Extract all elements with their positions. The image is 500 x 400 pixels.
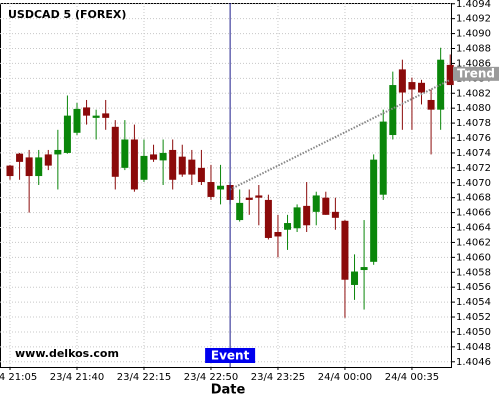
candle-body bbox=[150, 154, 158, 160]
overlay: Trend Event bbox=[205, 3, 499, 367]
x-axis-label: Date bbox=[211, 383, 246, 398]
candle-body bbox=[16, 153, 24, 162]
candle-body bbox=[92, 115, 100, 118]
candle-body bbox=[6, 165, 14, 177]
candle-body bbox=[255, 195, 263, 198]
candle-body bbox=[83, 107, 91, 116]
candle-body bbox=[331, 211, 339, 218]
event-label-box bbox=[205, 348, 256, 363]
candle-body bbox=[341, 220, 349, 280]
trend-label-box bbox=[453, 66, 499, 81]
candle-body bbox=[446, 64, 454, 86]
y-tick-label: 1.4046 bbox=[456, 357, 491, 368]
y-tick-label: 1.4082 bbox=[456, 88, 491, 99]
candle-body bbox=[370, 159, 378, 262]
candle-body bbox=[360, 267, 368, 271]
candle-body bbox=[35, 157, 43, 177]
y-tick-label: 1.4064 bbox=[456, 223, 491, 234]
candle-body bbox=[63, 115, 71, 153]
candle-body bbox=[207, 182, 215, 197]
y-tick-label: 1.4050 bbox=[456, 327, 491, 338]
candle-body bbox=[111, 126, 119, 177]
candle-body bbox=[312, 195, 320, 212]
candle-body bbox=[217, 185, 225, 190]
y-tick-label: 1.4076 bbox=[456, 133, 491, 144]
x-tick-label: 23/4 22:50 bbox=[184, 372, 238, 383]
y-tick-label: 1.4070 bbox=[456, 178, 491, 189]
candle-body bbox=[322, 197, 330, 215]
candle-body bbox=[379, 121, 387, 195]
candle-body bbox=[236, 202, 244, 221]
x-tick-label: 24/4 00:00 bbox=[318, 372, 372, 383]
y-tick-label: 1.4054 bbox=[456, 297, 491, 308]
candle-body bbox=[264, 199, 272, 238]
grid: 1.4046 1.4048 1.4050 1.4052 1.4054 1.4056 1.40… bbox=[0, 0, 491, 383]
candle-body bbox=[351, 271, 359, 285]
y-tick-label: 1.4056 bbox=[456, 282, 491, 293]
y-tick-label: 1.4048 bbox=[456, 342, 491, 353]
candle-body bbox=[389, 85, 397, 136]
candle-body bbox=[408, 82, 416, 90]
candle-body bbox=[121, 139, 129, 168]
candle-body bbox=[398, 69, 406, 93]
candle-body bbox=[245, 197, 253, 200]
y-tick-label: 1.4058 bbox=[456, 267, 491, 278]
candle-body bbox=[284, 223, 292, 230]
candle-body bbox=[188, 159, 196, 175]
y-tick-label: 1.4062 bbox=[456, 237, 491, 248]
y-tick-label: 1.4060 bbox=[456, 252, 491, 263]
candle-body bbox=[159, 152, 167, 161]
candle-body bbox=[178, 156, 186, 175]
candle-body bbox=[130, 139, 138, 190]
candle-body bbox=[293, 207, 301, 229]
candle-body bbox=[44, 154, 52, 166]
x-tick-label: 23/4 21:05 bbox=[0, 372, 37, 383]
candles bbox=[6, 47, 454, 318]
y-tick-label: 1.4088 bbox=[456, 44, 491, 55]
x-tick-label: 24/4 00:35 bbox=[385, 372, 439, 383]
y-tick-label: 1.4052 bbox=[456, 312, 491, 323]
candle-body bbox=[197, 167, 205, 183]
candle-body bbox=[274, 231, 282, 237]
y-tick-label: 1.4094 bbox=[456, 0, 491, 10]
watermark: www.delkos.com bbox=[15, 347, 119, 360]
y-tick-label: 1.4086 bbox=[456, 58, 491, 69]
candle-body bbox=[418, 82, 426, 93]
x-tick-label: 23/4 21:40 bbox=[50, 372, 104, 383]
trend-label: Trend bbox=[457, 66, 495, 80]
chart-title: USDCAD 5 (FOREX) bbox=[8, 8, 126, 21]
candle-body bbox=[54, 149, 62, 155]
y-tick-label: 1.4066 bbox=[456, 208, 491, 219]
y-tick-label: 1.4074 bbox=[456, 148, 491, 159]
y-tick-label: 1.4072 bbox=[456, 163, 491, 174]
candle-body bbox=[427, 99, 435, 110]
y-tick-label: 1.4078 bbox=[456, 118, 491, 129]
y-tick-label: 1.4090 bbox=[456, 29, 491, 40]
trend-line bbox=[229, 78, 451, 191]
y-tick-label: 1.4080 bbox=[456, 103, 491, 114]
candle-body bbox=[303, 205, 311, 226]
candle-body bbox=[25, 157, 33, 177]
x-tick-label: 23/4 23:25 bbox=[251, 372, 305, 383]
candle-body bbox=[140, 155, 148, 180]
candle-body bbox=[73, 108, 81, 133]
event-label: Event bbox=[211, 349, 250, 363]
candle-body bbox=[169, 149, 177, 180]
candle-body bbox=[102, 113, 110, 118]
y-tick-label: 1.4092 bbox=[456, 14, 491, 25]
y-tick-label: 1.4068 bbox=[456, 193, 491, 204]
x-tick-label: 23/4 22:15 bbox=[117, 372, 171, 383]
